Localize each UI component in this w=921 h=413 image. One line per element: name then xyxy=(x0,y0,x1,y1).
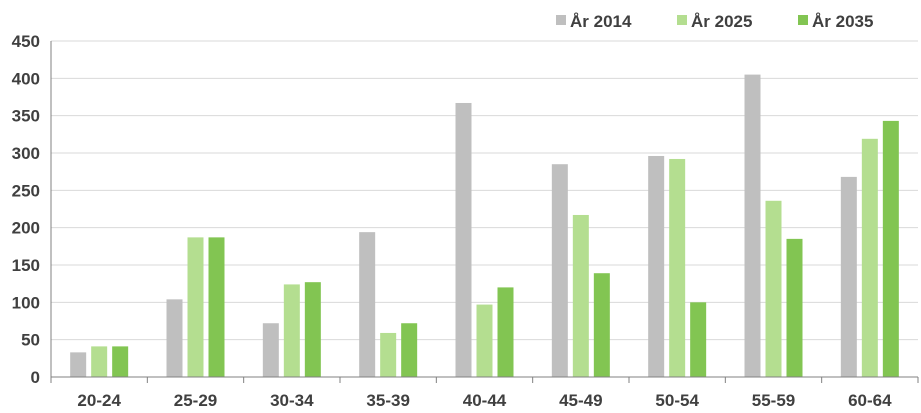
bar-40-44-series-1 xyxy=(455,102,472,378)
legend-swatch xyxy=(798,15,808,25)
x-axis-tick-labels: 20-24 25-29 30-34 35-39 40-44 45-49 50-54 55-59… xyxy=(77,391,892,410)
x-tick-label: 35-39 xyxy=(366,391,409,410)
bar-45-49-series-3 xyxy=(593,273,610,377)
legend-swatch xyxy=(556,15,566,25)
legend-swatch xyxy=(677,15,687,25)
bar-35-39-series-3 xyxy=(401,323,418,377)
bar-50-54-series-1 xyxy=(648,155,665,377)
bar-20-24-series-3 xyxy=(112,346,129,377)
bar-40-44-series-3 xyxy=(497,287,514,377)
bar-60-64-series-3 xyxy=(882,120,899,377)
x-tick-label: 50-54 xyxy=(655,391,699,410)
y-tick-label: 100 xyxy=(12,293,40,312)
axes xyxy=(50,41,919,383)
bar-25-29-series-1 xyxy=(166,299,183,377)
bar-60-64-series-1 xyxy=(840,176,857,377)
bars xyxy=(70,74,899,378)
legend: År 2014 År 2025 År 2035 xyxy=(556,12,873,31)
bar-30-34-series-1 xyxy=(262,323,279,377)
bar-45-49-series-2 xyxy=(572,214,589,377)
bar-20-24-series-2 xyxy=(91,346,108,377)
bar-60-64-series-2 xyxy=(861,138,878,377)
y-tick-label: 400 xyxy=(12,69,40,88)
bar-25-29-series-3 xyxy=(208,237,225,377)
bar-20-24-series-1 xyxy=(70,352,87,377)
y-tick-label: 250 xyxy=(12,181,40,200)
y-tick-label: 450 xyxy=(12,32,40,51)
legend-label: År 2014 xyxy=(570,12,632,31)
x-tick-label: 60-64 xyxy=(848,391,892,410)
x-tick-label: 25-29 xyxy=(174,391,217,410)
y-tick-label: 300 xyxy=(12,144,40,163)
bar-30-34-series-3 xyxy=(304,282,321,377)
bar-50-54-series-3 xyxy=(690,302,707,377)
bar-35-39-series-2 xyxy=(380,332,397,377)
bar-50-54-series-2 xyxy=(669,158,686,377)
bar-40-44-series-2 xyxy=(476,304,493,377)
y-tick-label: 200 xyxy=(12,219,40,238)
bar-55-59-series-2 xyxy=(765,200,782,377)
bar-30-34-series-2 xyxy=(283,284,300,377)
x-tick-label: 40-44 xyxy=(463,391,507,410)
y-tick-label: 350 xyxy=(12,107,40,126)
bar-25-29-series-2 xyxy=(187,237,204,377)
y-tick-label: 50 xyxy=(21,331,40,350)
x-tick-label: 45-49 xyxy=(559,391,602,410)
x-tick-label: 20-24 xyxy=(77,391,121,410)
bar-55-59-series-3 xyxy=(786,238,803,377)
legend-label: År 2035 xyxy=(812,12,873,31)
x-tick-label: 55-59 xyxy=(752,391,795,410)
bar-45-49-series-1 xyxy=(551,164,568,377)
x-tick-label: 30-34 xyxy=(270,391,314,410)
y-tick-label: 150 xyxy=(12,256,40,275)
y-tick-label: 0 xyxy=(31,368,40,387)
legend-label: År 2025 xyxy=(691,12,752,31)
bar-55-59-series-1 xyxy=(744,74,761,377)
y-axis-tick-labels: 0 50 100 150 200 250 300 350 400 450 xyxy=(12,32,40,387)
bar-35-39-series-1 xyxy=(359,232,376,377)
